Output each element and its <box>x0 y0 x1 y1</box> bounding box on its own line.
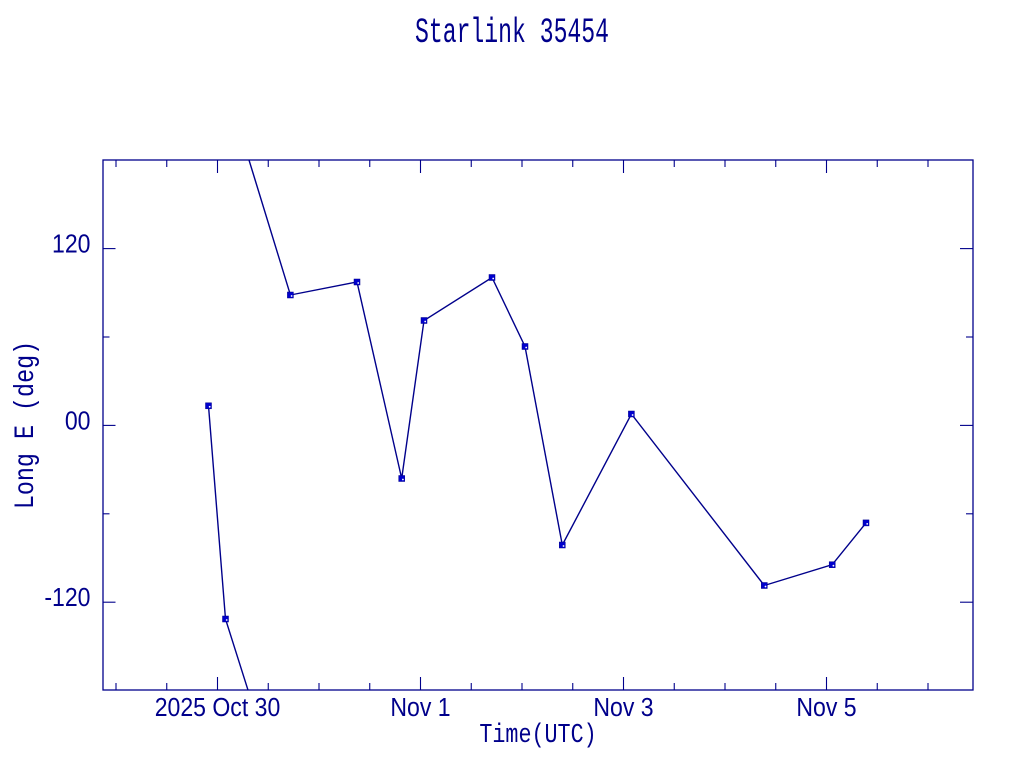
svg-text:00: 00 <box>65 407 91 436</box>
svg-text:Time(UTC): Time(UTC) <box>479 721 596 751</box>
svg-text:-120: -120 <box>44 584 90 613</box>
svg-text:2025 Oct 30: 2025 Oct 30 <box>155 694 281 723</box>
svg-text:Nov 5: Nov 5 <box>796 694 856 723</box>
svg-text:120: 120 <box>52 230 90 259</box>
svg-text:Starlink 35454: Starlink 35454 <box>415 12 609 52</box>
svg-text:Nov 1: Nov 1 <box>390 694 450 723</box>
svg-text:Long E (deg): Long E (deg) <box>10 341 41 509</box>
svg-text:Nov 3: Nov 3 <box>593 694 653 723</box>
